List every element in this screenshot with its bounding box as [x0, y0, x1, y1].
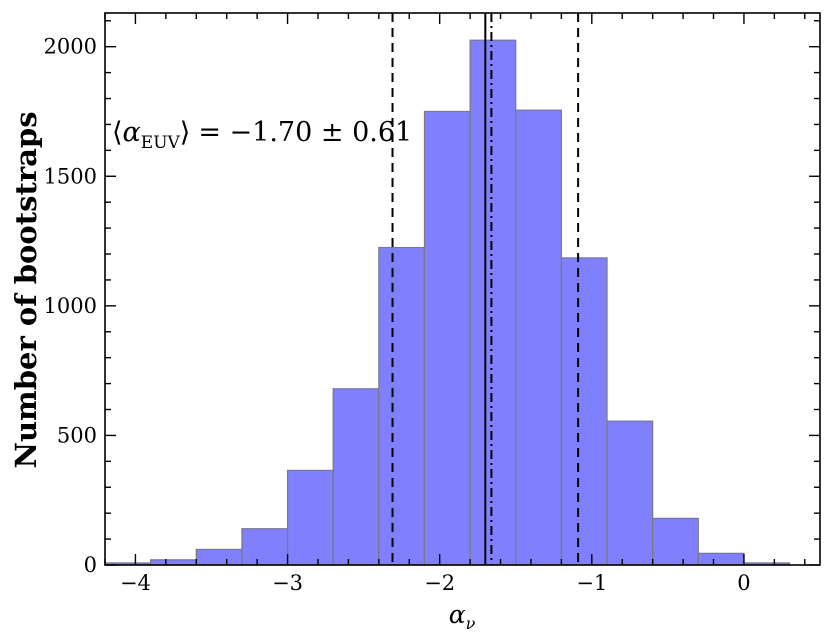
y-tick-labels: 0 500 1000 1500 2000: [44, 35, 97, 577]
x-tick-label: −4: [120, 571, 151, 595]
histogram-bar: [606, 420, 654, 566]
reference-lines: [391, 13, 580, 565]
y-tick-label: 1000: [44, 294, 97, 318]
axis-ticks: [104, 13, 820, 566]
histogram-bar: [423, 110, 471, 566]
x-tick-labels: −4 −3 −2 −1 0: [120, 571, 751, 595]
histogram-bar: [332, 388, 380, 566]
histogram-bar: [652, 517, 699, 566]
y-tick-label: 500: [57, 423, 97, 447]
x-tick-label: −2: [424, 571, 455, 595]
histogram-bar: [378, 246, 426, 566]
x-tick-label: −1: [576, 571, 607, 595]
histogram-bar: [195, 548, 243, 566]
y-tick-label: 2000: [44, 35, 97, 59]
x-axis-title: αν: [449, 600, 476, 633]
x-tick-label: 0: [737, 571, 750, 595]
histogram-bar: [241, 528, 289, 566]
plot-frame: [104, 12, 821, 566]
histogram-bar: [286, 469, 334, 566]
histogram-bars: [104, 39, 791, 566]
alpha-euv-annotation: ⟨αEUV⟩ = −1.70 ± 0.61: [112, 117, 412, 153]
histogram-bar: [697, 552, 745, 566]
y-tick-label: 1500: [44, 164, 97, 188]
x-tick-label: −3: [272, 571, 303, 595]
y-axis-title: Number of bootstraps: [9, 111, 43, 468]
histogram-bar: [560, 257, 608, 566]
histogram-bar: [515, 109, 562, 566]
y-tick-label: 0: [84, 553, 97, 577]
histogram-bar: [469, 39, 517, 566]
